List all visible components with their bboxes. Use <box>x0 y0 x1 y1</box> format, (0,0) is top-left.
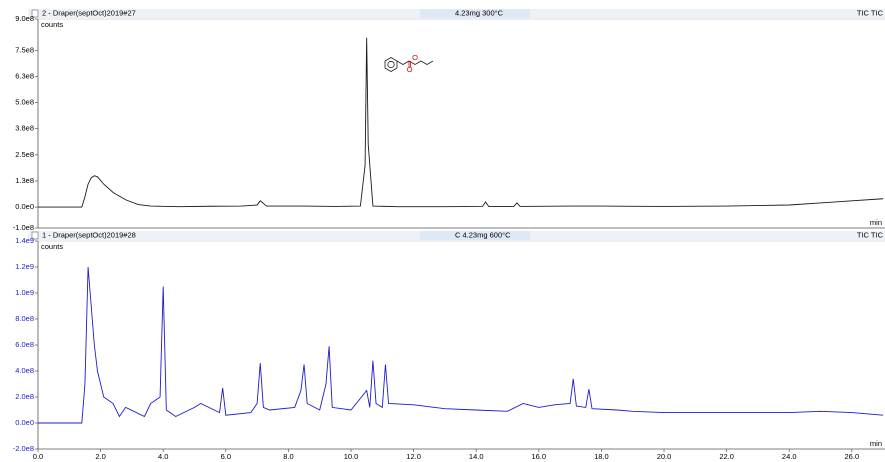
x-tick-label: 0.0 <box>33 452 43 461</box>
x-tick-label: 20.0 <box>657 452 672 461</box>
y-tick-label: 1.2e9 <box>15 262 34 271</box>
x-tick-label: 10.0 <box>344 452 359 461</box>
x-tick-label: 8.0 <box>283 452 293 461</box>
header-highlight <box>420 9 530 18</box>
y-tick-label: 9.0e8 <box>15 14 34 23</box>
x-axis-label: min <box>870 218 882 227</box>
header-highlight <box>420 231 530 240</box>
x-tick-label: 12.0 <box>406 452 421 461</box>
x-tick-label: 4.0 <box>158 452 168 461</box>
y-tick-label: 1.3e8 <box>15 176 34 185</box>
trace-subtitle: 4.23mg 300°C <box>455 8 504 17</box>
y-tick-label: 0.0e0 <box>15 202 34 211</box>
x-tick-label: 24.0 <box>782 452 797 461</box>
y-tick-label: 2.0e8 <box>15 392 34 401</box>
y-tick-label: -1.0e8 <box>13 223 34 232</box>
x-tick-label: 22.0 <box>719 452 734 461</box>
y-tick-label: 2.5e8 <box>15 150 34 159</box>
y-tick-label: 1.4e9 <box>15 236 34 245</box>
y-axis-label: counts <box>41 20 63 29</box>
y-axis-label: counts <box>41 242 63 251</box>
trace-label: TIC TIC <box>857 230 884 239</box>
trace-subtitle: C 4.23mg 600°C <box>455 230 511 239</box>
trace-label: TIC TIC <box>857 8 884 17</box>
x-tick-label: 6.0 <box>221 452 231 461</box>
y-tick-label: 6.3e8 <box>15 71 34 80</box>
header-icon <box>31 231 39 240</box>
trace-title: 2 - Draper(septOct)2019#27 <box>42 8 136 17</box>
x-tick-label: 16.0 <box>532 452 547 461</box>
y-tick-label: 7.5e8 <box>15 45 34 54</box>
header-icon <box>31 9 39 18</box>
trace-title: 1 - Draper(septOct)2019#28 <box>42 230 136 239</box>
y-tick-label: 8.0e8 <box>15 314 34 323</box>
y-tick-label: 0.0e0 <box>15 418 34 427</box>
y-tick-label: 4.0e8 <box>15 366 34 375</box>
y-tick-label: -2.0e8 <box>13 444 34 453</box>
svg-text:O: O <box>407 65 413 74</box>
y-tick-label: 6.0e8 <box>15 340 34 349</box>
trace-line <box>38 266 884 424</box>
y-tick-label: 5.0e8 <box>15 98 34 107</box>
x-axis-label: min <box>870 439 882 448</box>
x-tick-label: 2.0 <box>95 452 105 461</box>
x-tick-label: 26.0 <box>845 452 860 461</box>
svg-text:O: O <box>412 53 418 62</box>
y-tick-label: 3.8e8 <box>15 124 34 133</box>
x-tick-label: 18.0 <box>594 452 609 461</box>
x-tick-label: 14.0 <box>469 452 484 461</box>
molecule: O O <box>384 53 434 74</box>
trace-line <box>38 37 884 208</box>
y-tick-label: 1.0e9 <box>15 288 34 297</box>
